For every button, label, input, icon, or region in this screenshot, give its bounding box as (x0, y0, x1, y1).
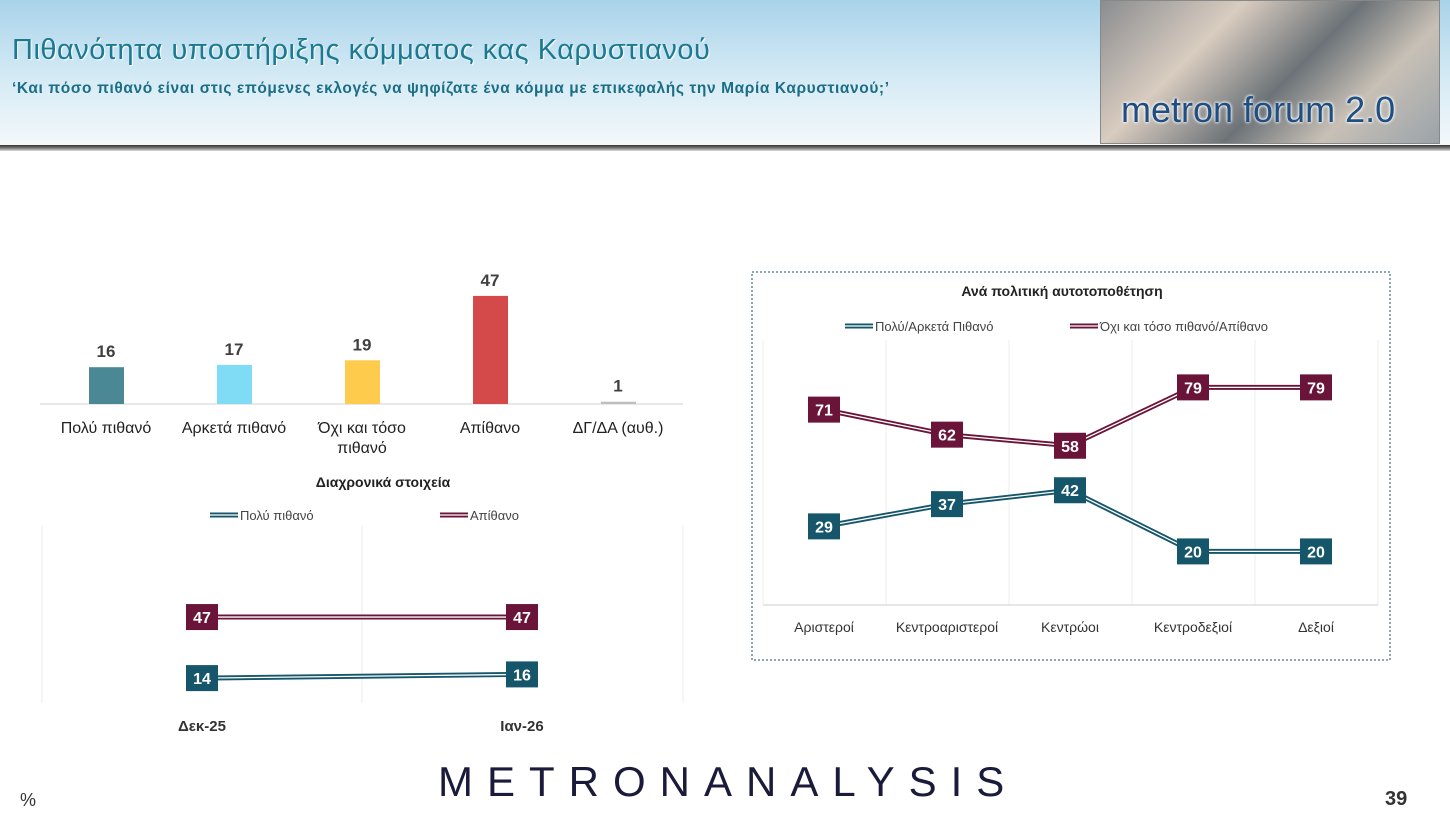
x-tick-label: Ιαν-26 (500, 718, 543, 735)
data-label: 42 (1061, 483, 1079, 500)
bar-data-label: 17 (225, 340, 244, 359)
data-label-box (506, 661, 538, 688)
page-title: Πιθανότητα υποστήριξης κόμματος κας Καρυ… (12, 34, 711, 66)
data-label-box (186, 604, 218, 631)
data-label-box (1300, 374, 1332, 401)
right-chart-title: Ανά πολιτική αυτοτοποθέτηση (961, 283, 1162, 299)
bar (345, 360, 380, 404)
legend-label: Πολύ/Αρκετά Πιθανό (875, 319, 993, 334)
data-label-box (808, 513, 840, 540)
x-tick-label: Κεντρώοι (1041, 619, 1099, 635)
data-label: 20 (1184, 544, 1202, 561)
page-subtitle: ‘Και πόσο πιθανό είναι στις επόμενες εκλ… (12, 80, 890, 97)
logo-text: metron forum 2.0 (1121, 89, 1396, 130)
data-label: 16 (513, 667, 531, 684)
metron-forum-logo: metron forum 2.0 (1100, 0, 1440, 144)
data-label: 20 (1307, 544, 1325, 561)
data-label-box (1300, 538, 1332, 565)
bar-category-label: ΔΓ/ΔΑ (αυθ.) (573, 420, 664, 437)
trend-chart-title: Διαχρονικά στοιχεία (316, 474, 451, 490)
bar (473, 295, 508, 404)
data-label: 79 (1184, 380, 1202, 397)
unit-label: % (20, 790, 37, 810)
data-label-box (1054, 432, 1086, 459)
x-tick-label: Δεξιοί (1298, 619, 1334, 635)
x-tick-label: Κεντροαριστεροί (896, 619, 998, 635)
data-label: 14 (193, 671, 211, 688)
header-divider (0, 145, 1450, 151)
data-label: 47 (513, 610, 531, 627)
chart-frame (751, 271, 1391, 661)
data-label-box (931, 491, 963, 518)
bar-data-label: 47 (481, 271, 500, 290)
data-label: 62 (938, 428, 956, 445)
brand-logo: METRONANALYSIS (438, 758, 1019, 805)
data-label-box (808, 396, 840, 423)
page-number: 39 (1385, 788, 1408, 810)
x-tick-label: Κεντροδεξιοί (1154, 619, 1232, 635)
data-label: 47 (193, 610, 211, 627)
data-label: 71 (815, 403, 833, 420)
legend-label: Πολύ πιθανό (240, 508, 314, 523)
bar-category-label: Όχι και τόσο (317, 420, 406, 437)
bar (601, 401, 636, 404)
data-label: 29 (815, 519, 833, 536)
bar-category-label: Αρκετά πιθανό (182, 420, 286, 437)
legend-label: Απίθανο (470, 508, 519, 523)
bar-category-label: Απίθανο (460, 420, 520, 437)
bar (89, 367, 124, 404)
data-label-box (186, 665, 218, 692)
data-label: 79 (1307, 380, 1325, 397)
legend-label: Όχι και τόσο πιθανό/Απίθανο (1099, 319, 1268, 334)
x-tick-label: Αριστεροί (794, 619, 854, 635)
data-label: 37 (938, 497, 956, 514)
series-line-inner (201, 673, 523, 679)
bar-data-label: 19 (353, 335, 372, 354)
data-label-box (1177, 374, 1209, 401)
bar-data-label: 1 (613, 377, 622, 396)
data-label-box (931, 421, 963, 448)
bar-data-label: 16 (97, 342, 116, 361)
bar (217, 364, 252, 404)
data-label-box (1054, 477, 1086, 504)
bar-category-label: πιθανό (337, 440, 387, 457)
data-label: 58 (1061, 439, 1079, 456)
bar-category-label: Πολύ πιθανό (61, 420, 152, 437)
data-label-box (1177, 538, 1209, 565)
x-tick-label: Δεκ-25 (178, 718, 226, 735)
data-label-box (506, 604, 538, 631)
